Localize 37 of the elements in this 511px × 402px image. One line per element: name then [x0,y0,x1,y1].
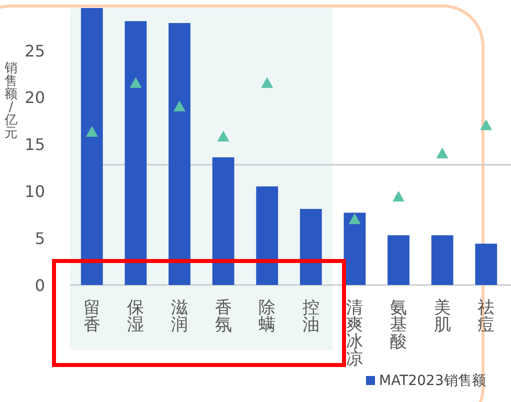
x-tick-label: 控油 [302,298,320,335]
bar [475,244,498,285]
point [217,130,230,142]
y-tick-label: 10 [24,182,45,202]
x-tick-label: 留香 [83,298,100,335]
bar [431,235,454,285]
bar [80,8,103,285]
point [130,77,142,88]
y-tick-label: 15 [24,135,45,154]
x-tick-label: 清爽冰凉 [346,298,364,369]
y-tick-label: 25 [24,41,45,60]
point [86,126,98,137]
x-tick-label: 祛痘 [478,298,495,335]
bar [300,208,322,285]
x-tick-label: 氨基酸 [390,298,407,352]
bar [344,212,366,285]
x-tick-label: 保湿 [127,298,144,335]
bar [168,23,190,285]
bar [256,186,278,285]
y-tick-label: 20 [24,88,45,108]
point [436,148,448,158]
point [174,100,186,112]
y-axis-title: 销售额/亿元 [4,61,18,141]
point [392,190,404,202]
x-tick-label: 除螨 [258,298,276,335]
bar [388,235,410,285]
x-tick-label: 美肌 [434,298,451,335]
bar [212,157,234,285]
y-tick-label: 5 [34,229,45,248]
y-tick-label: 0 [34,276,45,295]
point [348,213,361,224]
point [261,77,274,88]
x-tick-label: 滋润 [171,298,188,335]
point [480,119,492,130]
x-tick-label: 香氛 [214,298,232,335]
bar [124,21,147,285]
legend-label: MAT2023销售额 [379,373,486,389]
